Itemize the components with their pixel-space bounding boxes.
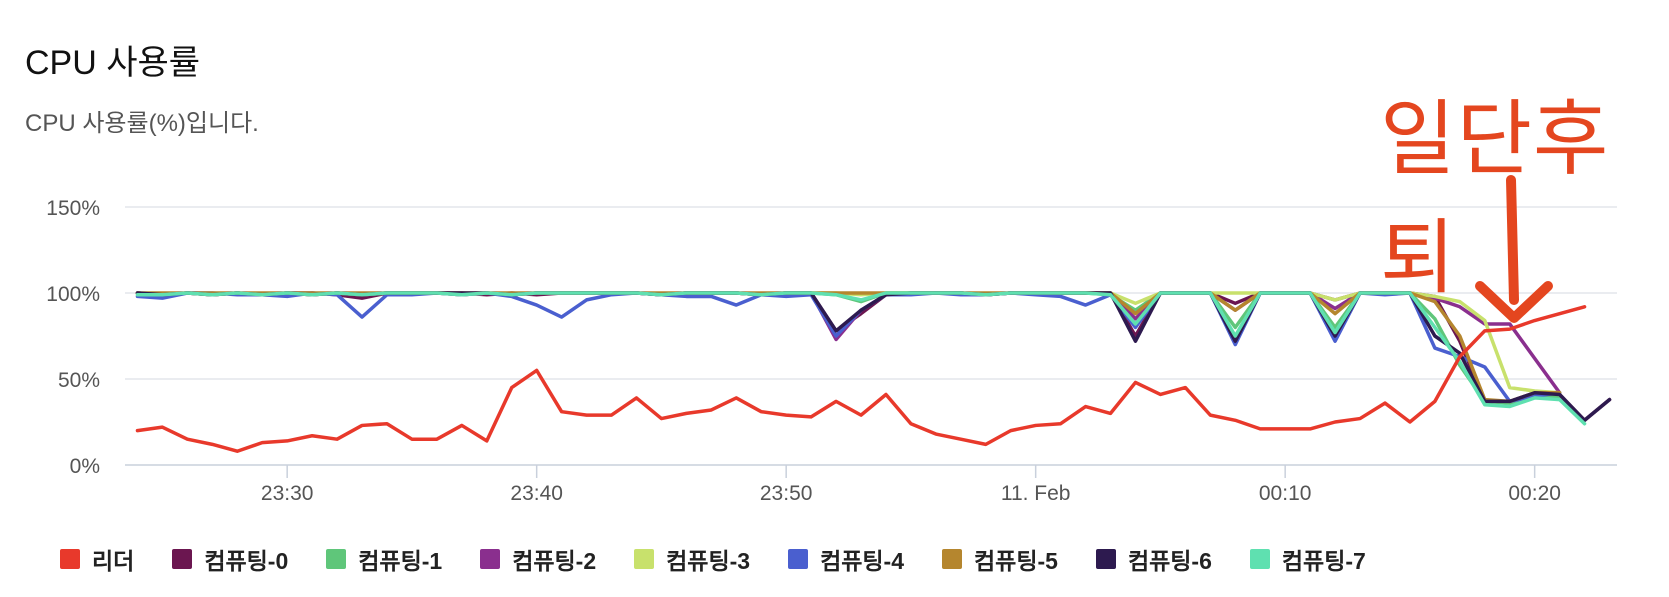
legend-swatch [788,549,809,569]
legend-label: 컴퓨팅-1 [358,548,443,574]
y-axis-labels: 0% 50% 100% 150% [46,197,100,478]
y-tick-label: 150% [46,197,100,220]
legend-swatch [634,549,655,569]
legend-item[interactable]: 컴퓨팅-2 [480,542,596,576]
legend-item[interactable]: 컴퓨팅-5 [942,542,1058,576]
legend-swatch [1249,549,1270,569]
x-axis: 23:30 23:40 23:50 11. Feb 00:10 00:20 [261,465,1561,505]
annotation-text: 일단후퇴 [1380,94,1610,304]
x-tick-label: 23:30 [261,482,314,505]
legend-swatch [60,549,80,569]
legend-label: 컴퓨팅-2 [512,548,597,574]
legend-swatch [172,549,193,569]
chart-legend: 리더 컴퓨팅-0 컴퓨팅-1 컴퓨팅-2 컴퓨팅-3 컴퓨팅-4 컴퓨팅-5 컴퓨팅-6 컴퓨팅… [60,542,1404,576]
legend-label: 컴퓨팅-0 [204,548,289,574]
legend-label: 컴퓨팅-5 [974,548,1058,574]
legend-label: 컴퓨팅-6 [1127,548,1212,574]
series-line-컴퓨팅-7 [135,291,1587,426]
legend-item[interactable]: 리더 [60,542,134,576]
legend-item[interactable]: 컴퓨팅-3 [634,542,750,576]
legend-item[interactable]: 컴퓨팅-7 [1249,542,1366,576]
legend-item[interactable]: 컴퓨팅-6 [1095,542,1212,576]
legend-swatch [326,549,347,569]
legend-label: 컴퓨팅-7 [1281,548,1366,574]
legend-label: 리더 [92,548,135,574]
x-tick-label: 00:20 [1508,482,1561,505]
y-tick-label: 100% [46,283,100,306]
annotation-arrow-head [1475,281,1553,323]
legend-item[interactable]: 컴퓨팅-1 [326,542,442,576]
legend-swatch [1095,549,1116,569]
x-tick-label: 23:50 [760,482,813,505]
legend-swatch [942,549,963,569]
x-tick-label: 11. Feb [1001,482,1071,505]
legend-item[interactable]: 컴퓨팅-0 [172,542,288,576]
series-lines [135,291,1612,453]
annotation-arrow [1475,175,1553,323]
series-line-리더 [135,305,1587,453]
x-tick-label: 00:10 [1259,482,1312,505]
legend-item[interactable]: 컴퓨팅-4 [788,542,904,576]
x-tick-label: 23:40 [510,482,563,505]
series-line-컴퓨팅-1 [135,291,1562,405]
annotation-arrow-shaft [1506,175,1519,305]
legend-swatch [480,549,501,569]
chart-title: CPU 사용률 [25,44,201,82]
grid-lines [125,206,1617,466]
legend-label: 컴퓨팅-3 [666,548,751,574]
y-tick-label: 50% [58,369,100,392]
legend-label: 컴퓨팅-4 [820,548,905,574]
chart-subtitle: CPU 사용률(%)입니다. [25,110,259,137]
y-tick-label: 0% [70,455,100,478]
